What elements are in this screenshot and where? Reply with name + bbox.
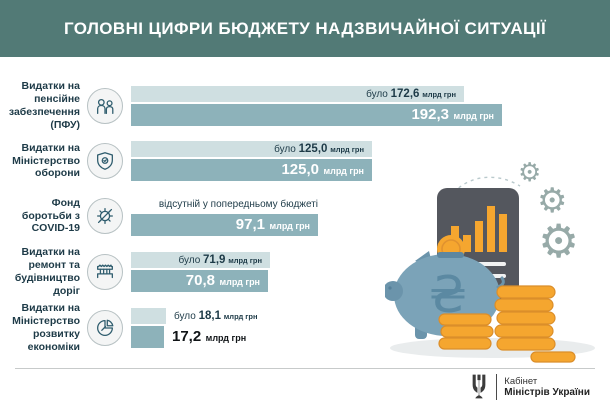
bar-now: 125,0 млрд грн bbox=[131, 159, 372, 181]
footer-divider bbox=[15, 368, 595, 369]
bar-was: було 71,9 млрд грн bbox=[131, 252, 270, 268]
pensioners-icon bbox=[87, 88, 123, 124]
coin-stacks-graphic bbox=[438, 285, 576, 363]
gear-icon: ⚙ bbox=[538, 214, 580, 268]
cabinet-of-ministers-logo: Кабінет Міністрів України bbox=[469, 373, 590, 400]
row-label: Видатки на ремонт та будівництво доріг bbox=[14, 246, 80, 297]
gear-icon: ⚙ bbox=[518, 158, 542, 188]
logo-separator bbox=[496, 373, 498, 400]
row-covid-fund: Фонд боротьби з COVID-19 відсутній у поп… bbox=[0, 195, 560, 237]
bar-now: 97,1 млрд грн bbox=[131, 214, 318, 236]
money-illustration: ⚙ ⚙ ⚙ ₴ bbox=[385, 160, 605, 365]
row-label: Видатки на пенсійне забезпечення (ПФУ) bbox=[8, 80, 80, 131]
row-roads: Видатки на ремонт та будівництво доріг б… bbox=[0, 246, 560, 297]
absent-note: відсутній у попередньому бюджеті bbox=[158, 198, 318, 210]
row-label: Фонд боротьби з COVID-19 bbox=[21, 196, 80, 235]
row-economy: Видатки на Міністерство розвитку економі… bbox=[0, 302, 560, 352]
bar-was: було 172,6 млрд грн bbox=[131, 86, 464, 102]
row-defense: Видатки на Міністерство оборони було 125… bbox=[0, 140, 560, 182]
org-name-line2: Міністрів України bbox=[504, 386, 590, 398]
gear-icon: ⚙ bbox=[537, 181, 568, 221]
bar-now bbox=[131, 326, 164, 348]
budget-rows: Видатки на пенсійне забезпечення (ПФУ) б… bbox=[0, 80, 560, 355]
header-banner: ГОЛОВНІ ЦИФРИ БЮДЖЕТУ НАДЗВИЧАЙНОЇ СИТУА… bbox=[0, 0, 610, 57]
page-title: ГОЛОВНІ ЦИФРИ БЮДЖЕТУ НАДЗВИЧАЙНОЇ СИТУА… bbox=[63, 18, 547, 38]
row-label: Видатки на Міністерство розвитку економі… bbox=[12, 302, 80, 353]
trident-icon bbox=[472, 374, 486, 399]
pie-chart-icon bbox=[87, 310, 123, 346]
bar-was bbox=[131, 308, 166, 324]
org-name-line1: Кабінет bbox=[504, 375, 538, 387]
bar-now: 70,8 млрд грн bbox=[131, 270, 268, 292]
row-label: Видатки на Міністерство оборони bbox=[12, 141, 80, 180]
row-pensions: Видатки на пенсійне забезпечення (ПФУ) б… bbox=[0, 80, 560, 131]
bar-now: 192,3 млрд грн bbox=[131, 104, 502, 126]
shield-icon bbox=[87, 143, 123, 179]
bar-was: було 125,0 млрд грн bbox=[131, 141, 372, 157]
dashed-curve bbox=[442, 176, 521, 253]
virus-icon bbox=[87, 198, 123, 234]
road-icon bbox=[87, 254, 123, 290]
